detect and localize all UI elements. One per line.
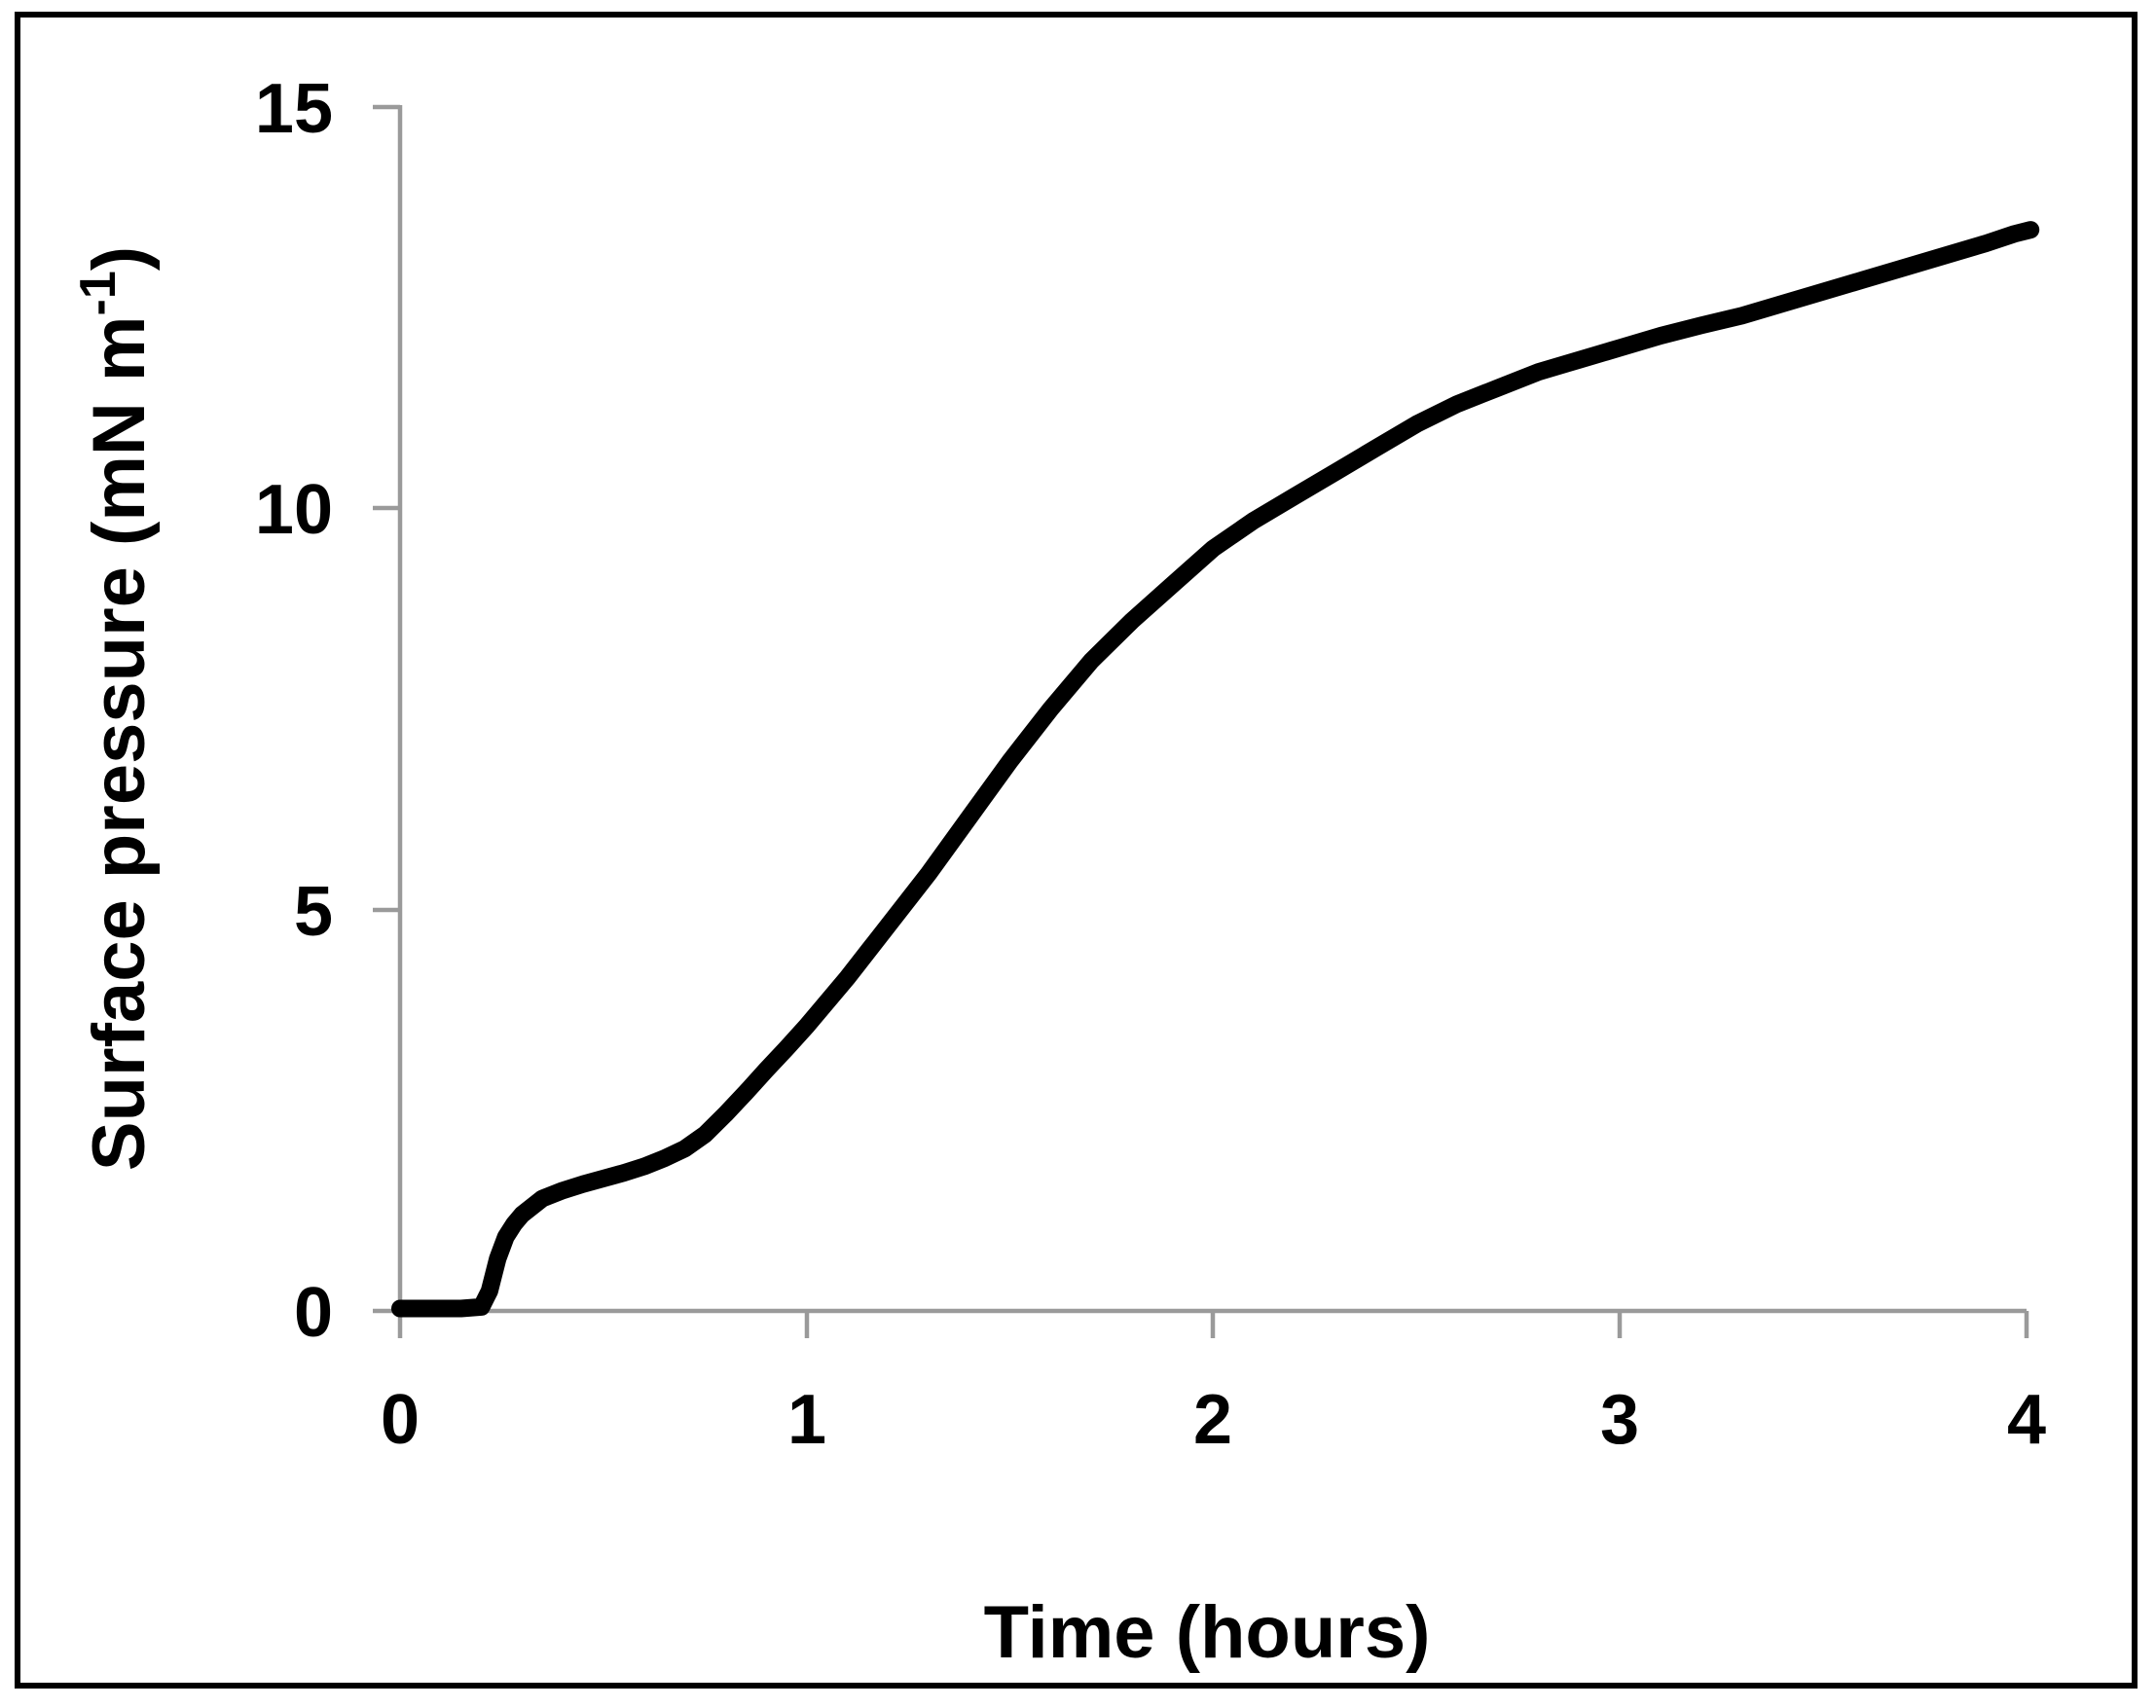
y-tick-label-0: 0 xyxy=(294,1274,333,1352)
y-axis-title: Surface pressure (mN m-1) xyxy=(70,246,161,1171)
x-tick-label-4: 4 xyxy=(2007,1381,2046,1459)
y-tick-label-5: 5 xyxy=(294,873,333,951)
y-axis-title-close: ) xyxy=(78,246,161,271)
x-axis-title: Time (hours) xyxy=(984,1591,1431,1674)
y-tick-label-15: 15 xyxy=(255,70,333,148)
figure-border xyxy=(15,12,2138,1689)
y-axis-title-superscript: -1 xyxy=(70,271,127,315)
y-axis-title-main: Surface pressure (mN m xyxy=(78,315,161,1171)
x-tick-label-1: 1 xyxy=(787,1381,826,1459)
x-tick-label-3: 3 xyxy=(1600,1381,1639,1459)
data-series-curve xyxy=(391,221,2040,1318)
x-tick-label-2: 2 xyxy=(1193,1381,1232,1459)
y-tick-label-10: 10 xyxy=(255,471,333,549)
x-tick-label-0: 0 xyxy=(381,1381,420,1459)
